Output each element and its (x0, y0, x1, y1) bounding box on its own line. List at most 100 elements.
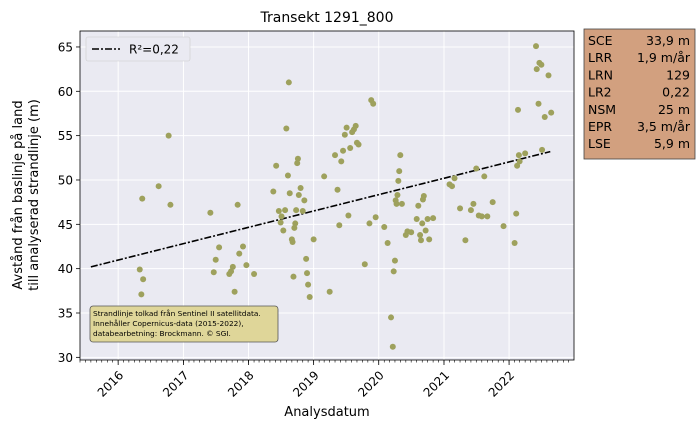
y-tick-label: 55 (58, 129, 73, 143)
data-point (251, 270, 258, 277)
data-point (516, 158, 523, 165)
data-point (231, 288, 238, 295)
data-point (277, 219, 284, 226)
data-point (535, 100, 542, 107)
y-tick-label: 35 (58, 307, 73, 321)
plot-background (80, 31, 574, 360)
data-point (236, 250, 243, 257)
data-point (545, 72, 552, 79)
data-point (541, 114, 548, 121)
stats-value: 129 (666, 67, 690, 82)
data-point (278, 213, 285, 220)
data-point (167, 201, 174, 208)
data-point (473, 165, 480, 172)
x-tick-label: 2019 (290, 368, 321, 399)
data-point (393, 200, 400, 207)
stats-value: 0,22 (662, 85, 690, 100)
x-tick-label: 2018 (225, 368, 256, 399)
data-point (417, 231, 424, 238)
data-point (548, 109, 555, 116)
x-axis-label: Analysdatum (284, 405, 369, 420)
y-tick-label: 60 (58, 85, 73, 99)
data-point (533, 43, 540, 50)
data-point (424, 216, 431, 222)
data-point (297, 184, 304, 191)
data-point (229, 263, 236, 270)
data-point (155, 183, 162, 190)
x-tick-label: 2017 (160, 368, 191, 399)
stats-key: LRR (588, 50, 613, 65)
data-point (398, 200, 405, 207)
y-axis-label-line-2: till analyserad strandlinje (m) (27, 99, 42, 291)
data-point (389, 343, 396, 350)
data-point (451, 175, 458, 182)
data-point (478, 213, 485, 220)
data-point (139, 195, 146, 202)
y-axis-ticks: 30 35 40 45 50 55 60 65 (58, 40, 80, 365)
data-point (165, 132, 172, 139)
data-point (388, 314, 395, 321)
data-point (539, 146, 546, 153)
data-point (522, 150, 529, 157)
data-point (462, 237, 469, 244)
note-line-3: databearbetning: Brockmann. © SGI. (93, 329, 231, 338)
note-background (89, 305, 279, 343)
data-point (347, 145, 354, 152)
data-point (234, 201, 241, 208)
x-tick-label: 2020 (355, 368, 386, 399)
data-point (467, 207, 474, 214)
data-point (140, 276, 147, 283)
data-point (366, 220, 373, 227)
x-tick-label: 2021 (421, 368, 452, 399)
data-point (395, 177, 402, 184)
x-axis-ticks: 2016 2017 2018 2019 2020 2021 2022 (79, 360, 569, 400)
data-point (293, 207, 300, 214)
note-line-1: Strandlinje tolkad från Sentinel II sate… (93, 309, 261, 318)
data-point (240, 243, 247, 250)
data-point (352, 122, 359, 129)
note-box: Strandlinje tolkad från Sentinel II sate… (89, 305, 279, 343)
chart-title: Transekt 1291_800 (259, 10, 393, 26)
data-point (340, 147, 347, 154)
data-point (396, 168, 403, 175)
legend-label: R²=0,22 (129, 43, 179, 57)
data-point (243, 262, 250, 269)
legend-box (85, 36, 191, 62)
data-point (283, 125, 290, 132)
data-point (294, 160, 301, 167)
data-point (332, 152, 339, 159)
trend-line-group (90, 150, 551, 268)
data-point (408, 229, 415, 236)
data-point (355, 141, 362, 148)
data-point (394, 192, 401, 199)
data-point (303, 255, 310, 262)
data-point (286, 190, 293, 197)
data-point (420, 192, 427, 199)
data-point (290, 273, 297, 280)
data-point (415, 202, 422, 209)
data-point (381, 223, 388, 230)
data-point (391, 257, 398, 264)
data-point (284, 172, 291, 179)
stats-value: 3,5 m/år (637, 119, 691, 134)
y-tick-label: 65 (58, 40, 73, 54)
data-point (216, 244, 223, 251)
stats-key: NSM (588, 102, 616, 117)
stats-value: 33,9 m (646, 33, 690, 48)
data-point (422, 227, 429, 234)
stats-key: EPR (588, 119, 612, 134)
data-point (372, 214, 379, 221)
data-point (397, 152, 404, 159)
stats-value: 5,9 m (654, 136, 690, 151)
data-point (470, 200, 477, 207)
data-point (310, 236, 317, 243)
data-point (489, 199, 496, 206)
data-point (419, 220, 426, 227)
legend: R²=0,22 (85, 36, 191, 62)
data-point (285, 79, 292, 86)
stats-key: SCE (588, 33, 613, 48)
stats-key: LSE (588, 136, 611, 151)
data-point (334, 186, 341, 193)
data-point (275, 208, 282, 215)
